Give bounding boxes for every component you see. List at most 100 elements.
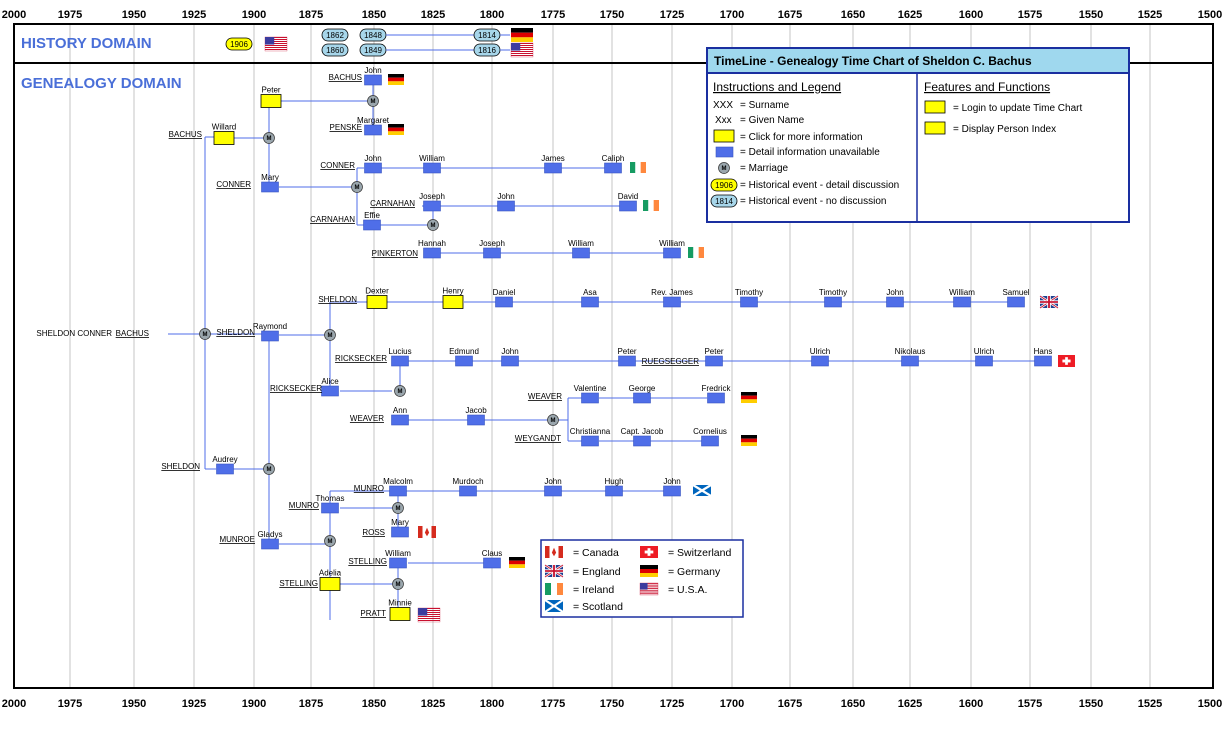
info-person-box[interactable] xyxy=(213,131,235,145)
flag-stripe xyxy=(511,47,533,48)
legend-item-text: = Surname xyxy=(740,100,790,111)
year-label-bottom: 1750 xyxy=(600,698,624,710)
person-44: Capt. Jacob xyxy=(621,427,664,447)
person-20: Asa xyxy=(581,288,599,308)
person-box xyxy=(581,296,599,308)
given-name: John xyxy=(497,192,514,201)
person-2[interactable]: Peter xyxy=(260,86,282,108)
event-year-text[interactable]: 1814 xyxy=(715,197,733,206)
person-57[interactable]: Adelia xyxy=(319,569,342,591)
marriage-marker: M xyxy=(199,328,211,340)
flag-canton xyxy=(418,608,428,616)
person-0: John xyxy=(364,66,382,86)
person-18[interactable]: Henry xyxy=(442,287,464,309)
year-label-bottom: 1775 xyxy=(541,698,565,710)
person-box xyxy=(364,74,382,86)
person-box xyxy=(663,247,681,259)
person-17[interactable]: Dexter xyxy=(365,287,389,309)
event-1860-pill[interactable]: 1860 xyxy=(321,43,349,57)
given-name: Peter xyxy=(261,86,280,95)
event-pill-shape[interactable] xyxy=(321,28,349,42)
flag-stripe xyxy=(511,55,533,56)
event-pill-shape[interactable] xyxy=(321,43,349,57)
event-1848-pill[interactable]: 1848 xyxy=(359,28,387,42)
event-year-text[interactable]: 1906 xyxy=(715,181,733,190)
info-person-box[interactable] xyxy=(389,607,411,621)
info-person-box[interactable] xyxy=(260,94,282,108)
year-label-top: 1800 xyxy=(480,9,504,21)
info-person-box[interactable] xyxy=(319,577,341,591)
info-person-box[interactable] xyxy=(366,295,388,309)
event-year-text[interactable]: 1814 xyxy=(478,31,496,40)
marriage-circle xyxy=(324,535,336,547)
event-year-text[interactable]: 1862 xyxy=(326,31,344,40)
flag-stripe xyxy=(640,573,658,577)
given-name: Fredrick xyxy=(702,384,732,393)
marriage-circle xyxy=(324,329,336,341)
event-year-text[interactable]: 1849 xyxy=(364,46,382,55)
person-3[interactable]: Willard xyxy=(212,123,236,145)
history-events: 1906 1862 1848 1860 1849 1814 1816 xyxy=(225,28,534,58)
flag-stripe xyxy=(693,247,699,258)
person-index-link[interactable]: = Display Person Index xyxy=(953,124,1056,135)
person-7: James xyxy=(541,154,565,174)
surname-label: RICKSECKER xyxy=(270,384,322,393)
ireland-flag-icon xyxy=(545,583,563,595)
usa-flag-icon xyxy=(510,42,534,58)
person-47: Malcolm xyxy=(383,477,413,497)
person-13: Hannah xyxy=(418,239,446,259)
event-year-text[interactable]: 1860 xyxy=(326,46,344,55)
year-label-bottom: 1825 xyxy=(421,698,445,710)
person-24: John xyxy=(886,288,904,308)
event-pill-shape[interactable] xyxy=(710,194,738,208)
login-update-link[interactable]: = Login to update Time Chart xyxy=(953,103,1082,114)
person-52: Thomas xyxy=(316,494,344,514)
given-name: Murdoch xyxy=(452,477,483,486)
event-year-text[interactable]: 1906 xyxy=(230,40,248,49)
flag-cross xyxy=(1062,359,1071,363)
flag-stripe xyxy=(688,247,694,258)
event-1849-pill[interactable]: 1849 xyxy=(359,43,387,57)
marriage-marker: M xyxy=(263,132,275,144)
feature-button-box[interactable] xyxy=(924,121,946,135)
year-label-bottom: 1675 xyxy=(778,698,802,710)
marriage-marker: M xyxy=(324,535,336,547)
given-name: John xyxy=(364,154,381,163)
year-label-bottom: 1925 xyxy=(182,698,206,710)
flag-stripe xyxy=(265,49,287,50)
sample-info-box xyxy=(713,129,735,143)
switzerland-flag-icon xyxy=(640,546,658,558)
person-58[interactable]: Minnie xyxy=(388,599,412,621)
person-box xyxy=(824,296,842,308)
person-8: Caliph xyxy=(602,154,624,174)
instructions-heading: Instructions and Legend xyxy=(713,80,841,94)
event-pill-shape[interactable] xyxy=(710,178,738,192)
surname-label: MUNRO xyxy=(289,501,319,510)
flag-stripe xyxy=(640,593,658,595)
feature-button-box[interactable] xyxy=(924,100,946,114)
sample-event-plain[interactable]: 1814 xyxy=(710,194,738,208)
person-box xyxy=(811,355,829,367)
flag-stripe xyxy=(640,162,646,173)
event-year-text[interactable]: 1848 xyxy=(364,31,382,40)
sample-event-detail[interactable]: 1906 xyxy=(710,178,738,192)
flag-stripe xyxy=(551,583,557,595)
surname-label: CONNER xyxy=(216,180,251,189)
event-year-text[interactable]: 1816 xyxy=(478,46,496,55)
event-1814-pill[interactable]: 1814 xyxy=(473,28,501,42)
flag-stripe xyxy=(418,612,440,613)
flag-canton xyxy=(265,37,275,45)
event-pill-shape[interactable] xyxy=(225,37,253,51)
person-33: Ulrich xyxy=(810,347,830,367)
year-label-top: 1750 xyxy=(600,9,624,21)
info-person-box[interactable] xyxy=(442,295,464,309)
marriage-letter: M xyxy=(396,582,401,588)
surname-label: CONNER xyxy=(320,161,355,170)
event-1862-pill[interactable]: 1862 xyxy=(321,28,349,42)
event-1816-pill[interactable]: 1816 xyxy=(473,43,501,57)
given-name: John xyxy=(364,66,381,75)
event-1906-pill[interactable]: 1906 xyxy=(225,37,253,51)
person-box xyxy=(701,435,719,447)
marriage-letter: M xyxy=(328,333,333,339)
flag-legend: = Canada = Switzerland = England = Germany =… xyxy=(540,539,744,618)
